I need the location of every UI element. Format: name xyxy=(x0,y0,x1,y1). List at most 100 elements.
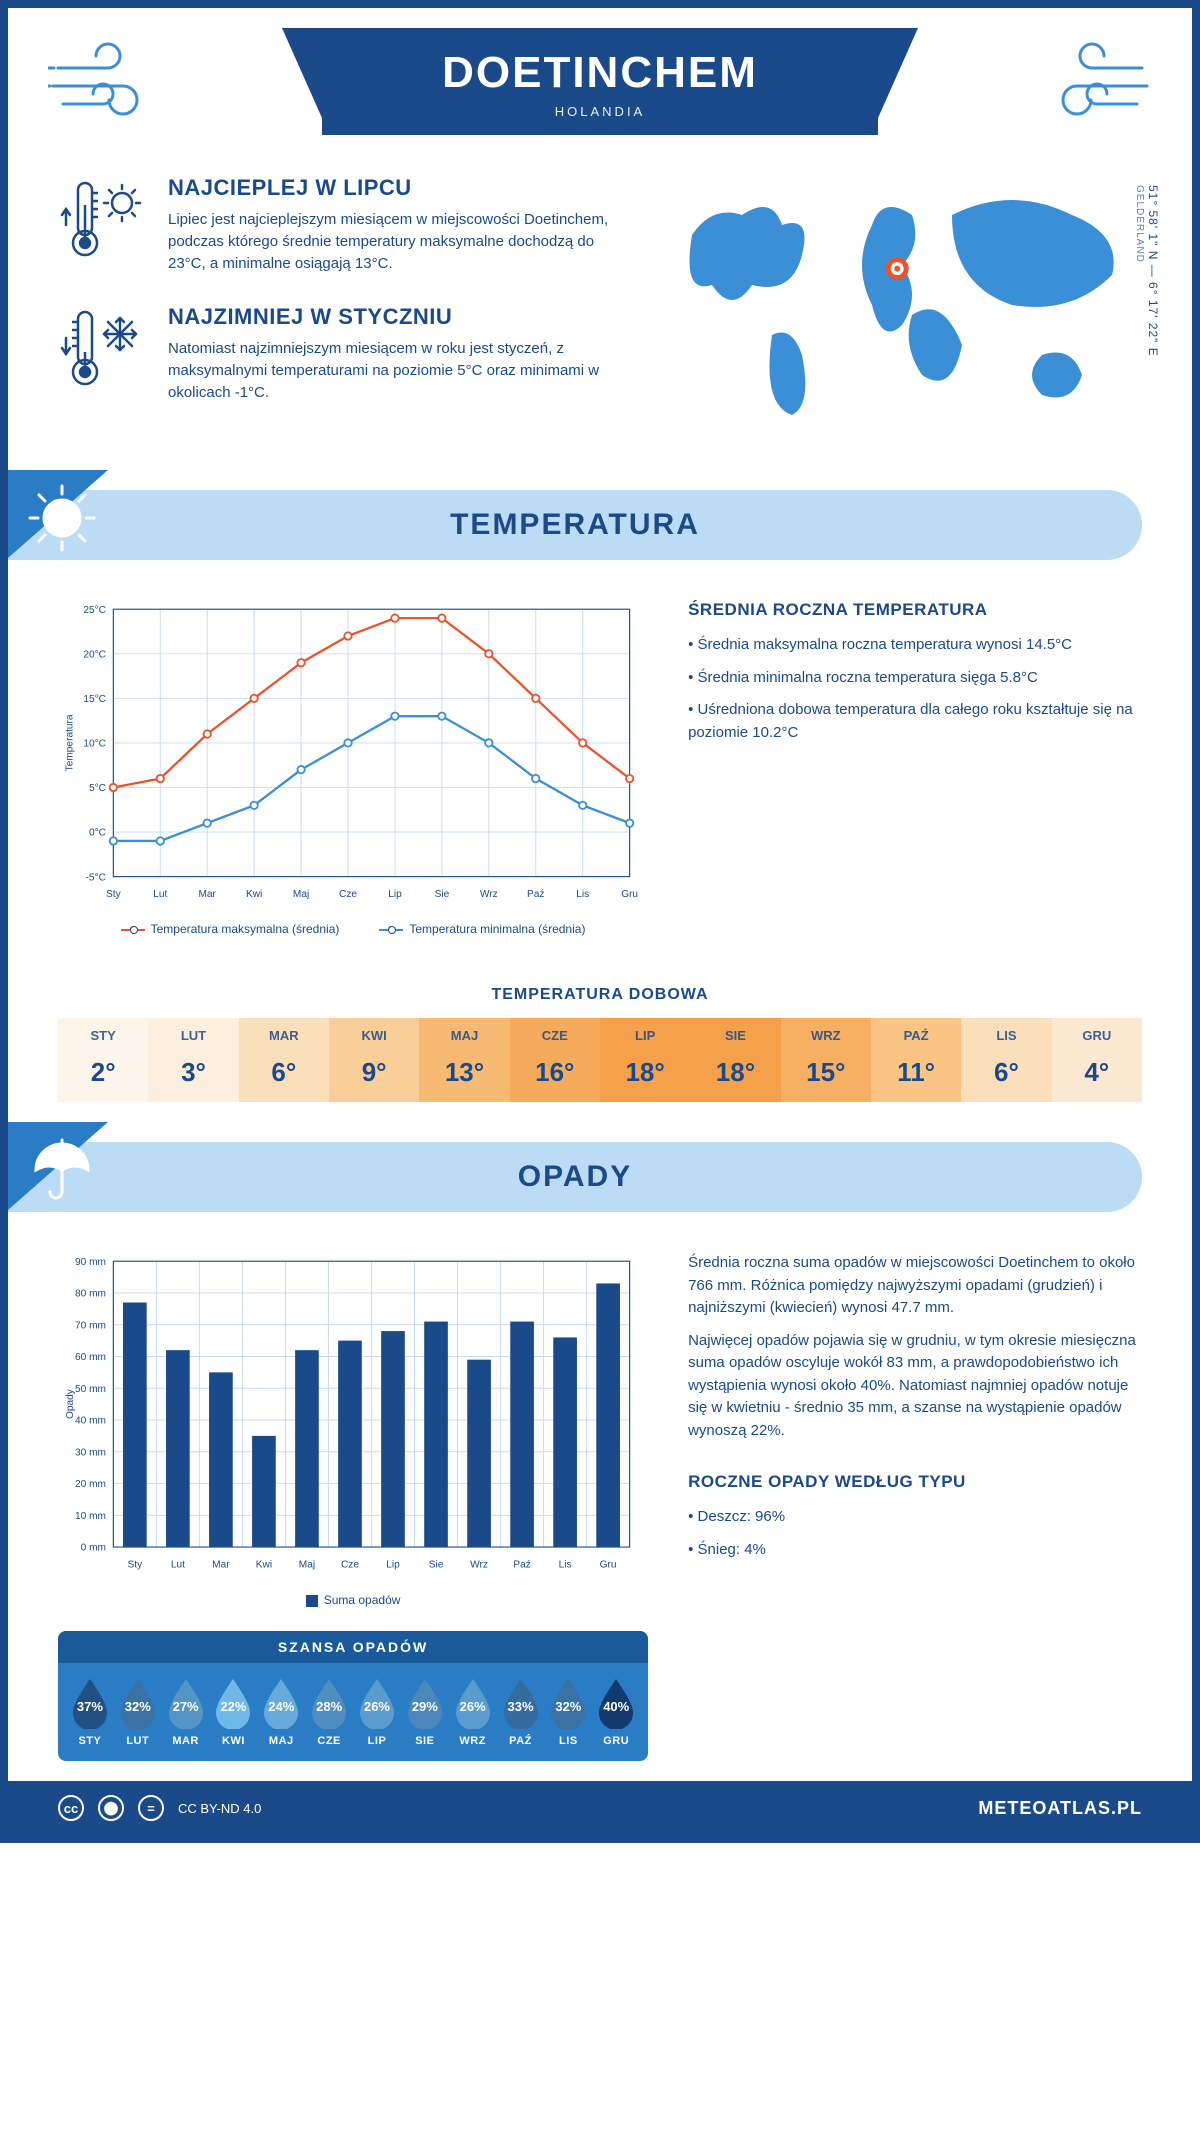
svg-text:Lis: Lis xyxy=(559,1560,572,1571)
thermometer-sun-icon xyxy=(58,175,148,274)
svg-text:Cze: Cze xyxy=(339,889,357,900)
drop-cell: 26% LIP xyxy=(353,1677,401,1747)
precip-banner: OPADY xyxy=(8,1142,1142,1212)
svg-text:Paź: Paź xyxy=(513,1560,530,1571)
city-title: DOETINCHEM xyxy=(442,48,758,98)
svg-text:Sty: Sty xyxy=(128,1560,144,1571)
by-icon: ⬤ xyxy=(98,1795,124,1821)
drop-cell: 32% LUT xyxy=(114,1677,162,1747)
daily-cell: PAŹ11° xyxy=(871,1018,961,1102)
precip-summary: Średnia roczna suma opadów w miejscowośc… xyxy=(688,1252,1142,1761)
daily-cell: LUT3° xyxy=(148,1018,238,1102)
drop-cell: 24% MAJ xyxy=(257,1677,305,1747)
precip-type-title: ROCZNE OPADY WEDŁUG TYPU xyxy=(688,1472,1142,1492)
temperature-title: TEMPERATURA xyxy=(8,508,1142,542)
drop-cell: 28% CZE xyxy=(305,1677,353,1747)
drop-cell: 37% STY xyxy=(66,1677,114,1747)
coordinates: 51° 58' 1" N — 6° 17' 22" E GELDERLAND xyxy=(1132,185,1160,357)
svg-text:70 mm: 70 mm xyxy=(75,1321,106,1332)
daily-cell: MAR6° xyxy=(239,1018,329,1102)
svg-text:-5°C: -5°C xyxy=(86,872,106,883)
svg-text:Lis: Lis xyxy=(576,889,589,900)
precip-bullet: Deszcz: 96% xyxy=(688,1506,1142,1529)
svg-text:Maj: Maj xyxy=(293,889,309,900)
svg-text:20°C: 20°C xyxy=(83,649,106,660)
country-subtitle: HOLANDIA xyxy=(442,104,758,119)
svg-text:Kwi: Kwi xyxy=(256,1560,272,1571)
wind-icon xyxy=(48,38,168,128)
nd-icon: = xyxy=(138,1795,164,1821)
cc-icon: cc xyxy=(58,1795,84,1821)
daily-cell: MAJ13° xyxy=(419,1018,509,1102)
svg-text:Lip: Lip xyxy=(386,1560,400,1571)
avg-annual-title: ŚREDNIA ROCZNA TEMPERATURA xyxy=(688,600,1142,620)
svg-text:Kwi: Kwi xyxy=(246,889,262,900)
temperature-summary: ŚREDNIA ROCZNA TEMPERATURA Średnia maksy… xyxy=(688,600,1142,936)
svg-text:Gru: Gru xyxy=(600,1560,617,1571)
svg-text:Mar: Mar xyxy=(212,1560,230,1571)
svg-text:5°C: 5°C xyxy=(89,783,106,794)
drop-cell: 32% LIS xyxy=(544,1677,592,1747)
svg-text:Lut: Lut xyxy=(153,889,167,900)
umbrella-icon xyxy=(26,1134,98,1206)
daily-cell: LIS6° xyxy=(961,1018,1051,1102)
temp-bullet: Średnia maksymalna roczna temperatura wy… xyxy=(688,634,1142,657)
chance-title: SZANSA OPADÓW xyxy=(58,1631,648,1663)
license-text: CC BY-ND 4.0 xyxy=(178,1801,261,1816)
svg-text:Lip: Lip xyxy=(388,889,402,900)
svg-text:Mar: Mar xyxy=(198,889,216,900)
daily-cell: GRU4° xyxy=(1052,1018,1142,1102)
svg-text:90 mm: 90 mm xyxy=(75,1257,106,1268)
daily-temp-title: TEMPERATURA DOBOWA xyxy=(8,986,1192,1004)
precip-bar-chart: 0 mm10 mm20 mm30 mm40 mm50 mm60 mm70 mm8… xyxy=(58,1252,648,1584)
drop-cell: 27% MAR xyxy=(162,1677,210,1747)
precip-p1: Średnia roczna suma opadów w miejscowośc… xyxy=(688,1252,1142,1320)
precip-bullet: Śnieg: 4% xyxy=(688,1539,1142,1562)
footer: cc ⬤ = CC BY-ND 4.0 METEOATLAS.PL xyxy=(8,1781,1192,1835)
svg-text:Cze: Cze xyxy=(341,1560,359,1571)
wind-icon xyxy=(1032,38,1152,128)
temp-bullet: Uśredniona dobowa temperatura dla całego… xyxy=(688,699,1142,744)
daily-cell: STY2° xyxy=(58,1018,148,1102)
drop-cell: 33% PAŹ xyxy=(497,1677,545,1747)
svg-text:Lut: Lut xyxy=(171,1560,185,1571)
svg-text:0 mm: 0 mm xyxy=(81,1543,106,1554)
svg-text:10°C: 10°C xyxy=(83,739,106,750)
temp-bullet: Średnia minimalna roczna temperatura się… xyxy=(688,667,1142,690)
svg-text:80 mm: 80 mm xyxy=(75,1289,106,1300)
warmest-text: Lipiec jest najcieplejszym miesiącem w m… xyxy=(168,209,622,274)
svg-text:Sty: Sty xyxy=(106,889,122,900)
svg-text:Gru: Gru xyxy=(621,889,638,900)
daily-cell: LIP18° xyxy=(600,1018,690,1102)
warmest-title: NAJCIEPLEJ W LIPCU xyxy=(168,175,622,201)
temperature-legend: Temperatura maksymalna (średnia)Temperat… xyxy=(58,922,648,936)
world-map: 51° 58' 1" N — 6° 17' 22" E GELDERLAND xyxy=(662,175,1142,440)
precip-legend: Suma opadów xyxy=(58,1593,648,1607)
svg-text:25°C: 25°C xyxy=(83,605,106,616)
drop-cell: 26% WRZ xyxy=(449,1677,497,1747)
svg-text:50 mm: 50 mm xyxy=(75,1384,106,1395)
header: DOETINCHEM HOLANDIA xyxy=(8,8,1192,175)
thermometer-snowflake-icon xyxy=(58,304,148,403)
sun-icon xyxy=(26,482,98,554)
daily-cell: KWI9° xyxy=(329,1018,419,1102)
temperature-banner: TEMPERATURA xyxy=(8,490,1142,560)
summary-row: NAJCIEPLEJ W LIPCU Lipiec jest najcieple… xyxy=(8,175,1192,470)
precip-p2: Najwięcej opadów pojawia się w grudniu, … xyxy=(688,1330,1142,1443)
coldest-block: NAJZIMNIEJ W STYCZNIU Natomiast najzimni… xyxy=(58,304,622,403)
svg-text:40 mm: 40 mm xyxy=(75,1416,106,1427)
warmest-block: NAJCIEPLEJ W LIPCU Lipiec jest najcieple… xyxy=(58,175,622,274)
svg-text:0°C: 0°C xyxy=(89,828,106,839)
svg-text:Sie: Sie xyxy=(435,889,450,900)
svg-text:Paź: Paź xyxy=(527,889,544,900)
svg-text:Temperatura: Temperatura xyxy=(65,714,76,771)
drop-cell: 29% SIE xyxy=(401,1677,449,1747)
temperature-line-chart: -5°C0°C5°C10°C15°C20°C25°CStyLutMarKwiMa… xyxy=(58,600,648,913)
daily-temp-table: STY2° LUT3° MAR6° KWI9° MAJ13° CZE16° LI… xyxy=(58,1018,1142,1102)
svg-text:10 mm: 10 mm xyxy=(75,1511,106,1522)
svg-text:Sie: Sie xyxy=(429,1560,444,1571)
coldest-text: Natomiast najzimniejszym miesiącem w rok… xyxy=(168,338,622,403)
drop-cell: 40% GRU xyxy=(592,1677,640,1747)
svg-text:30 mm: 30 mm xyxy=(75,1448,106,1459)
coldest-title: NAJZIMNIEJ W STYCZNIU xyxy=(168,304,622,330)
